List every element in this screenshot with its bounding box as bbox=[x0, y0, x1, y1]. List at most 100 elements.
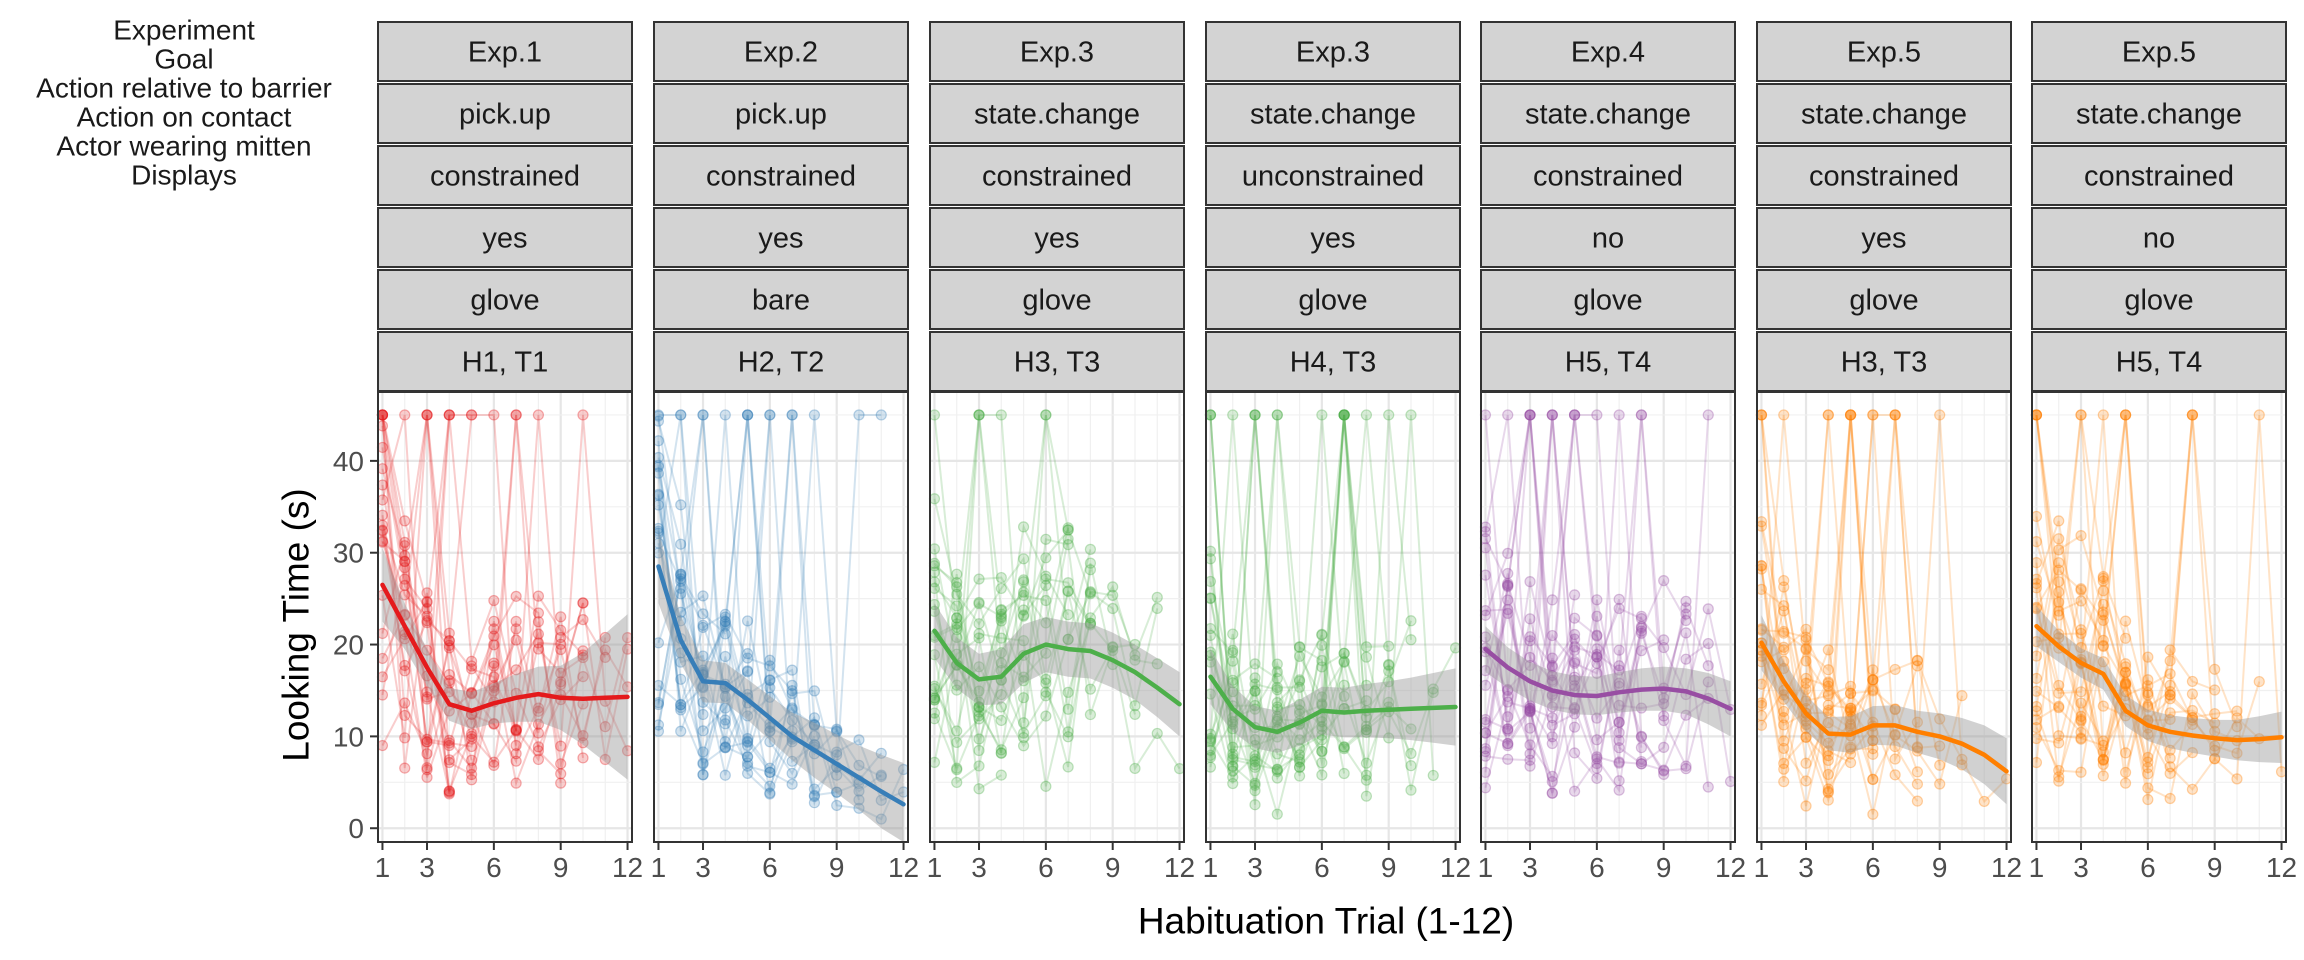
subject-point bbox=[1889, 703, 1901, 715]
subject-point bbox=[2053, 632, 2065, 644]
subject-point bbox=[532, 616, 545, 628]
subject-point bbox=[1271, 701, 1283, 713]
subject-point bbox=[1635, 758, 1648, 770]
subject-line bbox=[2035, 700, 2105, 781]
subject-point bbox=[764, 788, 776, 800]
subject-point bbox=[1524, 700, 1536, 712]
subject-point bbox=[995, 647, 1007, 659]
subject-point bbox=[1524, 409, 1536, 421]
subject-point bbox=[1568, 657, 1581, 669]
subject-point bbox=[1867, 773, 1879, 786]
subject-point bbox=[1680, 760, 1692, 772]
subject-point bbox=[1680, 614, 1692, 627]
x-tick-label: 1 bbox=[1478, 852, 1494, 883]
subject-point bbox=[2097, 754, 2109, 766]
subject-line bbox=[381, 414, 562, 784]
subject-point bbox=[875, 813, 887, 825]
subject-point bbox=[1017, 635, 1030, 647]
facet-strip-label: yes bbox=[758, 223, 803, 255]
subject-point bbox=[1635, 702, 1648, 714]
subject-point bbox=[1227, 677, 1239, 689]
subject-point bbox=[1271, 666, 1283, 678]
subject-point bbox=[1227, 753, 1239, 766]
subject-point bbox=[1062, 761, 1074, 773]
subject-point bbox=[2186, 409, 2199, 421]
subject-point bbox=[399, 409, 411, 421]
subject-point bbox=[1360, 757, 1373, 769]
subject-point bbox=[1524, 409, 1536, 421]
subject-point bbox=[1844, 710, 1857, 722]
subject-point bbox=[1778, 763, 1790, 775]
subject-point bbox=[421, 764, 433, 776]
facet-strip-label: state.change bbox=[1801, 99, 1967, 131]
subject-point bbox=[1427, 686, 1439, 699]
subject-point bbox=[421, 409, 433, 421]
panel-border bbox=[377, 391, 633, 843]
facet-panel: Exp.5 state.change constrained no glove H5, T… bbox=[2029, 21, 2297, 883]
subject-point bbox=[1405, 615, 1417, 627]
subject-point bbox=[1568, 671, 1581, 683]
subject-point bbox=[2209, 684, 2221, 696]
subject-point bbox=[853, 785, 865, 797]
facet-strip bbox=[377, 21, 633, 82]
subject-point bbox=[1271, 409, 1283, 421]
facet-strip bbox=[377, 145, 633, 206]
subject-point bbox=[995, 747, 1007, 759]
subject-point bbox=[2053, 730, 2065, 742]
x-tick-label: 1 bbox=[1754, 852, 1770, 883]
subject-point bbox=[399, 732, 411, 744]
subject-point bbox=[488, 660, 500, 672]
subject-point bbox=[1084, 617, 1097, 629]
subject-point bbox=[1360, 769, 1373, 781]
subject-point bbox=[697, 757, 709, 769]
subject-point bbox=[1867, 734, 1879, 747]
subject-point bbox=[1271, 658, 1283, 670]
subject-point bbox=[951, 588, 963, 600]
subject-point bbox=[1546, 737, 1558, 750]
subject-point bbox=[1524, 651, 1536, 664]
subject-point bbox=[2209, 663, 2221, 675]
subject-point bbox=[1546, 701, 1558, 713]
subject-point bbox=[1502, 607, 1514, 619]
subject-line bbox=[381, 540, 629, 764]
subject-point bbox=[1778, 644, 1790, 656]
subject-point bbox=[532, 741, 545, 753]
subject-line bbox=[1760, 414, 1874, 793]
subject-point bbox=[1271, 672, 1283, 685]
subject-point bbox=[399, 555, 411, 567]
subject-point bbox=[1591, 757, 1603, 770]
subject-line bbox=[933, 498, 1092, 680]
subject-point bbox=[1591, 610, 1603, 622]
panel-background bbox=[930, 392, 1184, 842]
subject-point bbox=[719, 616, 731, 628]
subject-line bbox=[1484, 414, 1710, 770]
subject-point bbox=[1546, 787, 1558, 799]
subject-point bbox=[1613, 742, 1625, 754]
subject-point bbox=[831, 769, 843, 781]
subject-point bbox=[510, 739, 522, 752]
subject-point bbox=[1249, 685, 1261, 697]
subject-point bbox=[719, 620, 731, 632]
subject-point bbox=[1867, 743, 1879, 755]
subject-point bbox=[1591, 734, 1603, 746]
subject-point bbox=[1293, 734, 1306, 746]
subject-point bbox=[1017, 586, 1030, 598]
subject-point bbox=[995, 701, 1007, 713]
subject-point bbox=[1867, 735, 1879, 747]
subject-point bbox=[2097, 758, 2109, 771]
subject-point bbox=[1613, 602, 1625, 615]
facet-strip-label: yes bbox=[482, 223, 527, 255]
subject-point bbox=[741, 732, 754, 745]
subject-line bbox=[1760, 688, 1874, 792]
subject-point bbox=[2119, 677, 2132, 689]
subject-line bbox=[1760, 610, 1852, 720]
subject-point bbox=[2075, 766, 2087, 778]
subject-point bbox=[1249, 409, 1261, 421]
subject-point bbox=[465, 717, 478, 729]
subject-point bbox=[1778, 409, 1790, 421]
subject-point bbox=[1316, 769, 1328, 781]
subject-point bbox=[1613, 734, 1625, 747]
subject-point bbox=[973, 409, 985, 421]
subject-line bbox=[1484, 414, 1687, 749]
subject-point bbox=[1084, 619, 1097, 631]
